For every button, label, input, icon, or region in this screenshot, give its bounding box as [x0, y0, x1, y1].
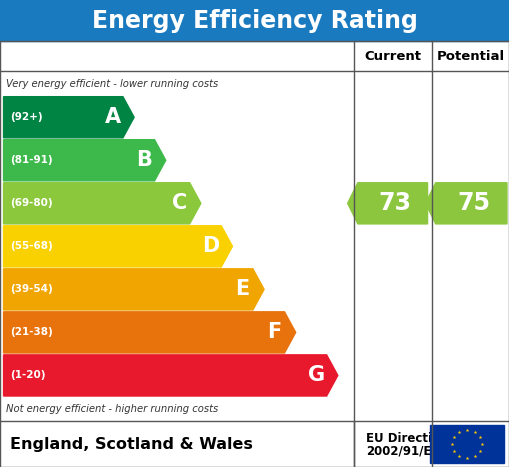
Text: (69-80): (69-80): [10, 198, 52, 208]
Text: 75: 75: [458, 191, 490, 215]
Text: Current: Current: [364, 50, 421, 63]
Text: Potential: Potential: [436, 50, 504, 63]
Bar: [430, 425, 504, 463]
Polygon shape: [426, 183, 507, 224]
Text: C: C: [172, 193, 187, 213]
Text: 73: 73: [379, 191, 412, 215]
Text: Very energy efficient - lower running costs: Very energy efficient - lower running co…: [6, 78, 218, 89]
Text: Not energy efficient - higher running costs: Not energy efficient - higher running co…: [6, 404, 218, 414]
Polygon shape: [348, 183, 428, 224]
Text: A: A: [105, 107, 121, 127]
Text: (39-54): (39-54): [10, 284, 52, 294]
Text: F: F: [267, 322, 281, 342]
Text: (55-68): (55-68): [10, 241, 52, 251]
Text: (21-38): (21-38): [10, 327, 52, 337]
Text: D: D: [203, 236, 220, 256]
Polygon shape: [4, 312, 296, 353]
Text: E: E: [236, 279, 250, 299]
Text: EU Directive: EU Directive: [366, 432, 448, 445]
Polygon shape: [4, 183, 201, 224]
Polygon shape: [4, 140, 166, 181]
Polygon shape: [4, 355, 338, 396]
Polygon shape: [4, 269, 264, 310]
Polygon shape: [4, 226, 233, 267]
Text: B: B: [136, 150, 152, 170]
Text: (1-20): (1-20): [10, 370, 45, 381]
Text: England, Scotland & Wales: England, Scotland & Wales: [10, 437, 253, 452]
Text: (81-91): (81-91): [10, 156, 52, 165]
Polygon shape: [4, 97, 134, 138]
Text: G: G: [308, 366, 325, 385]
Bar: [0, 0, 509, 41]
Text: Energy Efficiency Rating: Energy Efficiency Rating: [92, 8, 417, 33]
Text: (92+): (92+): [10, 112, 42, 122]
Text: 2002/91/EC: 2002/91/EC: [366, 444, 441, 457]
